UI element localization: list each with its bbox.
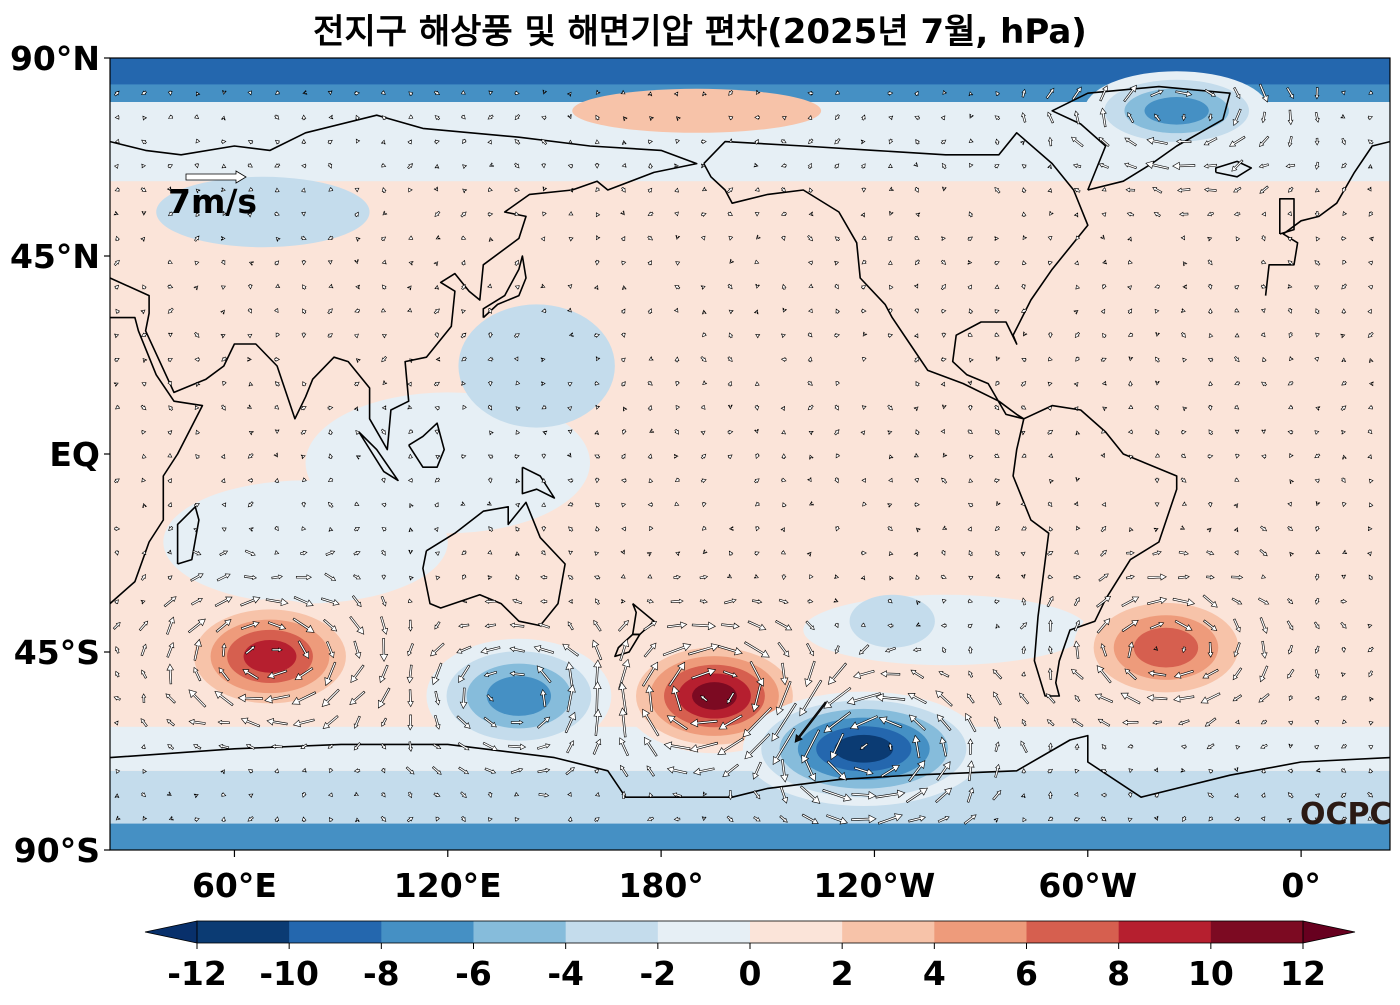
colorbar-tick-label: 2	[831, 954, 854, 993]
lon-tick-label: 180°	[618, 866, 703, 905]
colorbar-segment	[473, 921, 567, 943]
colorbar-tick-label: -12	[167, 954, 227, 993]
colorbar-tick-label: -2	[639, 954, 676, 993]
colorbar-segment	[842, 921, 935, 943]
reference-arrow-icon	[185, 170, 247, 184]
colorbar-segment	[1210, 921, 1304, 943]
reference-vector-label: 7m/s	[168, 182, 257, 221]
colorbar-tick-label: 6	[1015, 954, 1038, 993]
lat-tick-label: 45°S	[14, 633, 100, 672]
colorbar: -12 -10 -8 -6 -4 -2 0 2 4 6 8 10 12	[144, 920, 1356, 993]
map-title: 전지구 해상풍 및 해면기압 편차(2025년 7월, hPa)	[313, 12, 1087, 52]
colorbar-tick-label: 4	[923, 954, 946, 993]
lon-tick-label: 120°E	[394, 866, 502, 905]
colorbar-segment	[289, 921, 382, 943]
colorbar-tick-label: -8	[363, 954, 400, 993]
colorbar-tick-label: -4	[547, 954, 584, 993]
colorbar-extend-low	[144, 920, 198, 944]
lon-tick-label: 60°E	[192, 866, 277, 905]
lon-tick-label: 120°W	[814, 866, 936, 905]
colorbar-tick-label: 10	[1188, 954, 1234, 993]
lat-tick-label: EQ	[49, 435, 100, 474]
latitude-tick-labels: 90°N 45°N EQ 45°S 90°S	[10, 39, 110, 870]
colorbar-segment	[1118, 921, 1212, 943]
wind-vectors	[112, 83, 1374, 825]
colorbar-segment	[381, 921, 474, 943]
colorbar-tick-label: -10	[259, 954, 319, 993]
colorbar-segment	[197, 921, 290, 943]
colorbar-segment	[1026, 921, 1120, 943]
colorbar-segment	[657, 921, 751, 943]
colorbar-extend-high	[1302, 920, 1356, 944]
coastlines	[110, 85, 1390, 798]
pressure-anomaly-field	[110, 58, 1390, 850]
colorbar-segment	[565, 921, 659, 943]
lon-tick-label: 60°W	[1038, 866, 1137, 905]
ocpc-watermark: OCPC	[1300, 797, 1392, 832]
reference-vector: 7m/s	[168, 170, 257, 221]
colorbar-tick-label: 8	[1107, 954, 1130, 993]
colorbar-segment	[934, 921, 1027, 943]
longitude-tick-labels: 60°E 120°E 180° 120°W 60°W 0°	[192, 850, 1321, 905]
lon-tick-label: 0°	[1281, 866, 1320, 905]
lat-tick-label: 45°N	[10, 237, 100, 276]
colorbar-tick-label: 12	[1280, 954, 1326, 993]
lat-tick-label: 90°S	[14, 831, 100, 870]
lat-tick-label: 90°N	[10, 39, 100, 78]
colorbar-tick-label: -6	[455, 954, 492, 993]
colorbar-segment	[750, 921, 843, 943]
colorbar-tick-label: 0	[739, 954, 762, 993]
